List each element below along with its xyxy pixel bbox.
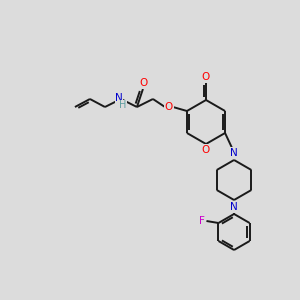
Text: H: H: [119, 100, 127, 110]
Text: N: N: [230, 148, 238, 158]
Text: O: O: [140, 78, 148, 88]
Text: O: O: [202, 145, 210, 155]
Text: O: O: [202, 72, 210, 82]
Text: F: F: [199, 216, 204, 226]
Text: N: N: [115, 93, 123, 103]
Text: N: N: [230, 202, 238, 212]
Text: O: O: [165, 102, 173, 112]
